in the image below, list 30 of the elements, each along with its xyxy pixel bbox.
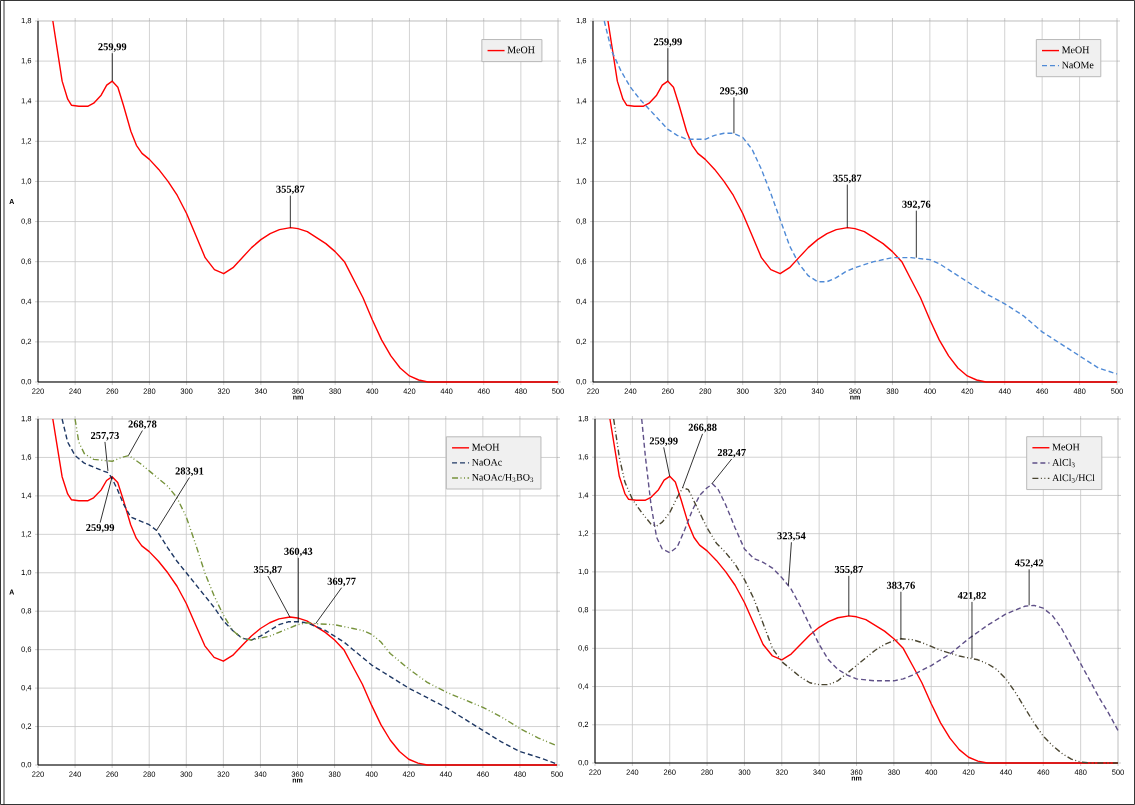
- annotation: 355,87: [276, 185, 305, 195]
- legend-label: AlCl$_{3}$: [1052, 458, 1075, 468]
- annotation: 355,87: [834, 565, 863, 575]
- legend-label: NaOAc: [472, 458, 502, 466]
- legend-label: NaOAc/H$_{3}$BO$_{3}$: [472, 473, 534, 483]
- annotation: 369,77: [327, 577, 356, 587]
- annotation: 283,91: [175, 467, 204, 477]
- annotation: 282,47: [717, 449, 746, 458]
- annotation: 452,42: [1014, 559, 1044, 568]
- annotation: 259,99: [653, 38, 682, 47]
- annotation: 268,78: [128, 420, 157, 430]
- annotation: 259,99: [649, 437, 678, 446]
- annotation: 355,87: [253, 566, 282, 575]
- annotation: 392,76: [902, 200, 931, 210]
- annotation: 266,88: [688, 423, 717, 433]
- legend-label: MeOH: [1052, 443, 1080, 451]
- annotation: 323,54: [777, 532, 806, 541]
- annotation: 355,87: [833, 174, 862, 184]
- legend-label: NaOMe: [1061, 61, 1094, 69]
- legend-label: AlCl$_{3}$/HCl: [1052, 474, 1095, 483]
- legend-label: MeOH: [507, 46, 535, 54]
- annotation: 259,99: [86, 524, 115, 533]
- annotation: 383,76: [886, 581, 915, 591]
- annotation: 257,73: [90, 431, 119, 441]
- legend-label: MeOH: [472, 443, 500, 451]
- annotation: 360,43: [284, 547, 313, 557]
- annotation: 295,30: [719, 87, 748, 96]
- annotation: 259,99: [98, 43, 127, 52]
- legend-label: MeOH: [1061, 46, 1090, 54]
- annotation: 421,82: [957, 591, 986, 601]
